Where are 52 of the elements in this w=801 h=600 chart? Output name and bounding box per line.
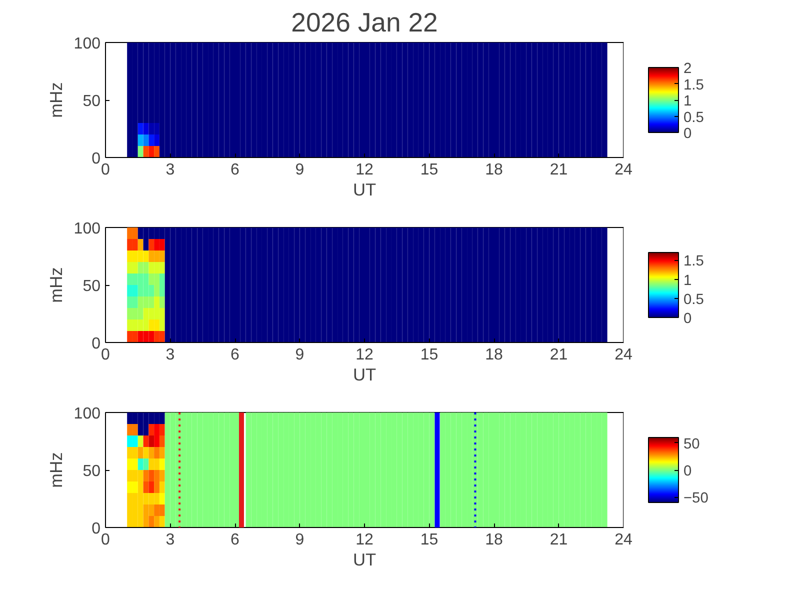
x-tick-label: 12 [356, 346, 374, 364]
color-bar-label: 0 [684, 311, 692, 327]
x-tick-label: 21 [550, 532, 568, 548]
y-tick-label: 50 [82, 278, 101, 295]
color-bar-label: 1.5 [684, 254, 704, 270]
y-tick-label: 0 [92, 150, 101, 168]
color-bar-label: −50 [684, 490, 708, 507]
color-bar-label: 0 [684, 126, 692, 142]
y-tick-label: 0 [92, 520, 101, 538]
x-tick-label: 24 [614, 162, 632, 178]
x-tick-label: 12 [356, 162, 374, 178]
x-tick-label: 3 [166, 162, 175, 178]
chart-title: 2026 Jan 22 [291, 8, 438, 38]
y-axis-title: mHz [46, 452, 66, 488]
x-tick-label: 21 [550, 162, 568, 178]
x-tick-label: 15 [420, 346, 438, 364]
x-tick-label: 12 [356, 532, 374, 548]
x-tick-label: 3 [166, 346, 175, 364]
y-tick-label: 50 [82, 93, 101, 110]
color-bar-label: 0.5 [684, 292, 704, 308]
x-tick-label: 9 [295, 346, 304, 364]
y-tick-label: 100 [74, 406, 101, 422]
x-tick-label: 21 [550, 346, 568, 364]
x-tick-label: 6 [230, 162, 240, 178]
x-tick-label: 6 [230, 346, 240, 364]
color-bar-label: 0.5 [684, 110, 704, 126]
x-tick-label: 18 [485, 532, 503, 548]
y-tick-label: 0 [92, 336, 101, 352]
x-tick-label: 24 [614, 532, 632, 548]
x-axis-title: UT [352, 180, 376, 200]
color-bar-label: 1 [684, 94, 692, 110]
x-tick-label: 9 [295, 162, 304, 178]
color-bar-label: 2 [684, 61, 692, 77]
color-bar-label: 1.5 [684, 77, 704, 94]
x-axis-title: UT [352, 364, 376, 384]
x-tick-label: 24 [614, 346, 632, 364]
x-tick-label: 9 [295, 532, 304, 548]
x-tick-label: 3 [166, 532, 175, 548]
color-bar-label: 50 [684, 436, 700, 452]
color-bar-label: 1 [684, 272, 692, 289]
y-axis-title: mHz [46, 267, 66, 303]
y-tick-label: 100 [74, 36, 101, 52]
y-tick-label: 50 [82, 463, 101, 480]
x-tick-label: 18 [485, 162, 503, 178]
color-bar-label: 0 [684, 464, 692, 480]
y-axis-title: mHz [46, 82, 66, 118]
x-tick-label: 15 [420, 162, 438, 178]
x-tick-label: 15 [420, 532, 438, 548]
x-tick-label: 6 [230, 532, 240, 548]
x-tick-label: 18 [485, 346, 503, 364]
y-tick-label: 100 [74, 220, 101, 238]
x-axis-title: UT [352, 550, 376, 570]
